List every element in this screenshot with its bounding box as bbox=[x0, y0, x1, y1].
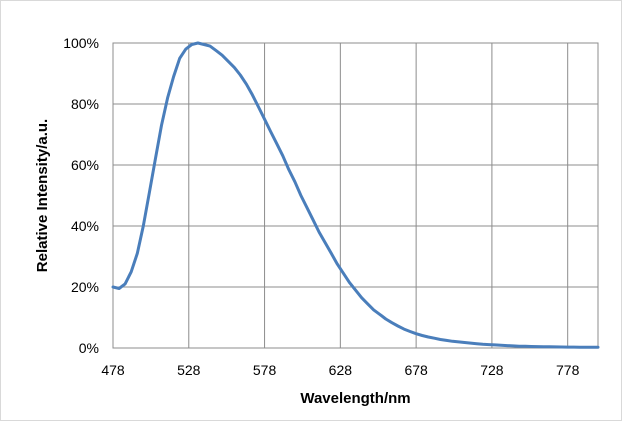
series-line-0 bbox=[111, 41, 600, 349]
x-tick-label: 478 bbox=[101, 362, 125, 378]
plot-area bbox=[112, 42, 599, 349]
y-tick-label: 40% bbox=[71, 218, 99, 234]
x-tick-labels: 478 528 578 628 678 728 778 bbox=[101, 362, 579, 378]
y-axis-title: Relative Intensity/a.u. bbox=[34, 119, 51, 272]
x-tick-label: 578 bbox=[253, 362, 277, 378]
x-tick-label: 778 bbox=[556, 362, 580, 378]
series-layer bbox=[111, 41, 600, 349]
y-tick-labels: 0% 20% 40% 60% 80% 100% bbox=[63, 35, 99, 356]
x-tick-label: 528 bbox=[177, 362, 201, 378]
y-tick-label: 100% bbox=[63, 35, 99, 51]
y-tick-label: 0% bbox=[79, 340, 99, 356]
y-tick-label: 20% bbox=[71, 279, 99, 295]
x-axis-title: Wavelength/nm bbox=[300, 390, 410, 407]
x-tick-label: 728 bbox=[480, 362, 504, 378]
x-tick-label: 678 bbox=[404, 362, 428, 378]
y-tick-label: 80% bbox=[71, 96, 99, 112]
y-tick-label: 60% bbox=[71, 157, 99, 173]
gridlines bbox=[112, 42, 598, 349]
x-tick-label: 628 bbox=[329, 362, 353, 378]
